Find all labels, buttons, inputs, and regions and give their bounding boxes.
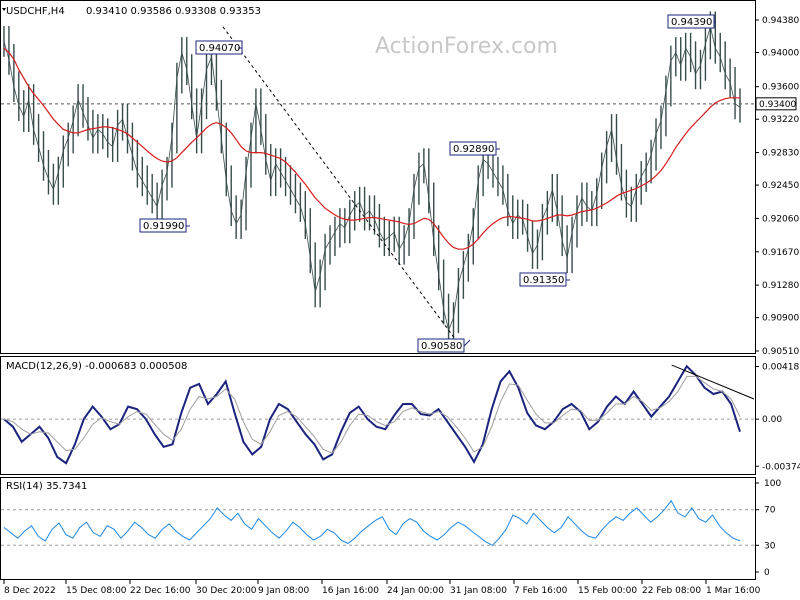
price-axis-label: 0.94000 [762, 49, 799, 59]
price-axis-label: 0.93220 [762, 115, 799, 125]
price-series-line [4, 27, 740, 331]
macd-axis-label: -0.003744 [762, 462, 800, 472]
price-axis-label: 0.90510 [762, 347, 799, 357]
rsi-title: RSI(14) 35.7341 [6, 481, 87, 492]
x-axis-label: 16 Jan 16:00 [322, 586, 379, 596]
price-axis-label: 0.92450 [762, 181, 799, 191]
price-callout-label: 0.90580 [421, 341, 462, 352]
watermark: ActionForex.com [375, 34, 558, 59]
moving-average-line [4, 48, 740, 249]
x-axis-label: 8 Dec 2022 [4, 586, 56, 596]
chart-header-symbol: USDCHF,H4 [6, 6, 65, 17]
rsi-axis-label: 100 [764, 479, 781, 489]
x-axis-label: 22 Feb 08:00 [642, 586, 701, 596]
x-axis-label: 24 Jan 00:00 [387, 586, 444, 596]
x-axis-label: 31 Jan 08:00 [450, 586, 507, 596]
macd-panel-frame [1, 357, 756, 475]
price-axis-label: 0.91670 [762, 248, 799, 258]
x-axis-label: 22 Dec 16:00 [130, 586, 191, 596]
x-axis-label: 15 Feb 00:00 [578, 586, 637, 596]
macd-axis-label: 0.00418 [762, 363, 799, 373]
macd-line [4, 366, 740, 463]
rsi-panel-frame [1, 478, 756, 580]
rsi-axis-label: 0 [764, 568, 770, 578]
rsi-line [4, 501, 740, 546]
price-axis-label: 0.91280 [762, 281, 799, 291]
price-axis-label: 0.90900 [762, 314, 799, 324]
x-axis-label: 30 Dec 20:00 [196, 586, 257, 596]
x-axis-label: 15 Dec 08:00 [66, 586, 127, 596]
current-price-label: 0.93400 [759, 100, 796, 110]
price-callout-label: 0.94390 [671, 17, 712, 28]
price-callout-label: 0.91350 [523, 275, 564, 286]
chart-header-ohlc: 0.93410 0.93586 0.93308 0.93353 [86, 6, 261, 17]
macd-title: MACD(12,26,9) -0.000683 0.000508 [6, 361, 187, 372]
price-axis-label: 0.94380 [762, 16, 799, 26]
x-axis-label: 9 Jan 08:00 [258, 586, 310, 596]
price-axis-label: 0.92830 [762, 149, 799, 159]
rsi-axis-label: 70 [764, 506, 776, 516]
price-axis-label: 0.93600 [762, 83, 799, 93]
x-axis-label: 1 Mar 16:00 [706, 586, 761, 596]
price-callout-connector [464, 340, 470, 346]
macd-signal-line [4, 376, 740, 453]
price-callout-label: 0.92890 [453, 144, 494, 155]
macd-axis-label: 0.00 [762, 415, 782, 425]
price-trendline [223, 27, 458, 343]
x-axis-label: 7 Feb 16:00 [514, 586, 568, 596]
price-callout-label: 0.91990 [143, 221, 184, 232]
price-axis-label: 0.92060 [762, 214, 799, 224]
rsi-axis-label: 30 [764, 541, 776, 551]
price-callout-label: 0.94070 [199, 43, 240, 54]
